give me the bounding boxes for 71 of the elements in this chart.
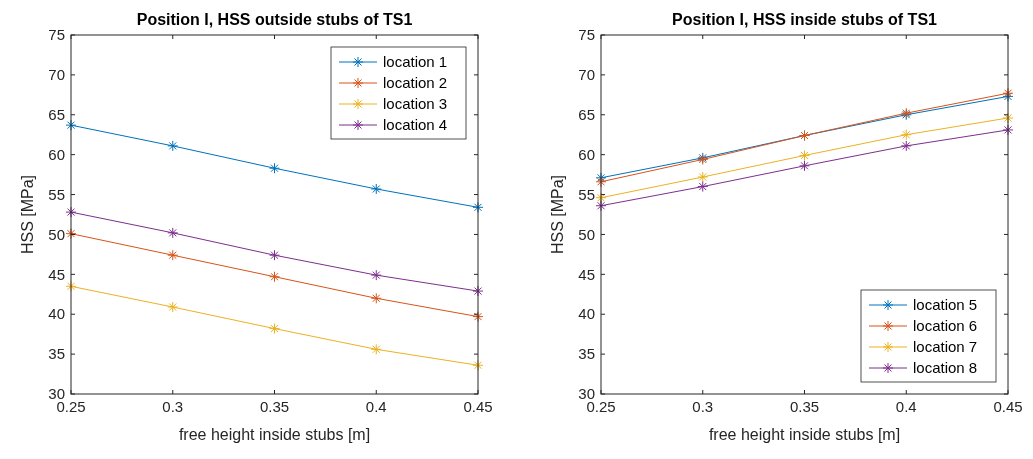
- x-tick-label: 0.4: [895, 398, 917, 415]
- legend-label: location 3: [383, 95, 448, 113]
- point: [167, 301, 179, 313]
- x-tick-label: 0.35: [259, 398, 290, 415]
- point: [269, 249, 280, 261]
- x-axis-title: free height inside stubs [m]: [708, 426, 901, 443]
- point: [799, 160, 810, 172]
- y-tick-label: 65: [48, 106, 65, 124]
- point: [595, 200, 607, 212]
- x-axis-title: free height inside stubs [m]: [178, 426, 371, 443]
- point: [900, 129, 912, 141]
- y-tick-label: 50: [578, 225, 595, 243]
- point: [167, 140, 179, 152]
- y-tick-label: 45: [578, 265, 595, 283]
- point: [472, 201, 484, 213]
- y-tick-label: 75: [48, 26, 65, 44]
- point: [269, 323, 280, 335]
- legend-label: location 6: [913, 317, 978, 335]
- y-tick-label: 60: [578, 145, 595, 163]
- y-tick-label: 75: [578, 26, 595, 44]
- point: [370, 269, 382, 281]
- x-tick-label: 0.3: [162, 398, 184, 415]
- point: [595, 192, 607, 204]
- x-tick-label: 0.35: [789, 398, 820, 415]
- y-tick-label: 55: [48, 185, 65, 203]
- y-tick-label: 40: [48, 305, 65, 323]
- point: [472, 311, 484, 323]
- point: [1002, 124, 1014, 136]
- point: [269, 162, 280, 174]
- point: [595, 176, 607, 188]
- point: [167, 227, 179, 239]
- point: [370, 343, 382, 355]
- point: [167, 249, 179, 261]
- legend-label: location 2: [383, 74, 448, 92]
- point: [370, 183, 382, 195]
- y-tick-label: 35: [48, 345, 65, 363]
- chart-title: Position I, HSS inside stubs of TS1: [672, 11, 938, 28]
- point: [65, 280, 77, 292]
- legend-label: location 8: [913, 359, 978, 377]
- y-axis-title: HSS [MPa]: [549, 174, 566, 255]
- point: [697, 171, 709, 183]
- point: [370, 292, 382, 304]
- legend-label: location 1: [383, 53, 448, 71]
- y-tick-label: 60: [48, 145, 65, 163]
- chart-title: Position I, HSS outside stubs of TS1: [136, 11, 413, 28]
- y-tick-label: 40: [578, 305, 595, 323]
- y-tick-label: 50: [48, 225, 65, 243]
- y-tick-label: 35: [578, 345, 595, 363]
- y-tick-label: 45: [48, 265, 65, 283]
- point: [900, 140, 912, 152]
- point: [65, 228, 77, 240]
- x-tick-label: 0.3: [692, 398, 714, 415]
- x-tick-label: 0.45: [993, 398, 1023, 415]
- legend-label: location 4: [383, 116, 448, 134]
- x-tick-label: 0.45: [463, 398, 493, 415]
- legend-label: location 7: [913, 338, 978, 356]
- y-tick-label: 70: [48, 66, 65, 84]
- point: [697, 181, 709, 193]
- y-tick-label: 70: [578, 66, 595, 84]
- legend-label: location 5: [913, 296, 978, 314]
- point: [65, 119, 77, 131]
- x-tick-label: 0.4: [365, 398, 387, 415]
- y-tick-label: 65: [578, 106, 595, 124]
- y-tick-label: 55: [578, 185, 595, 203]
- point: [472, 285, 484, 297]
- point: [269, 271, 280, 283]
- point: [65, 206, 77, 218]
- point: [1002, 112, 1014, 124]
- y-axis-title: HSS [MPa]: [19, 174, 36, 255]
- point: [799, 149, 810, 161]
- point: [472, 359, 484, 371]
